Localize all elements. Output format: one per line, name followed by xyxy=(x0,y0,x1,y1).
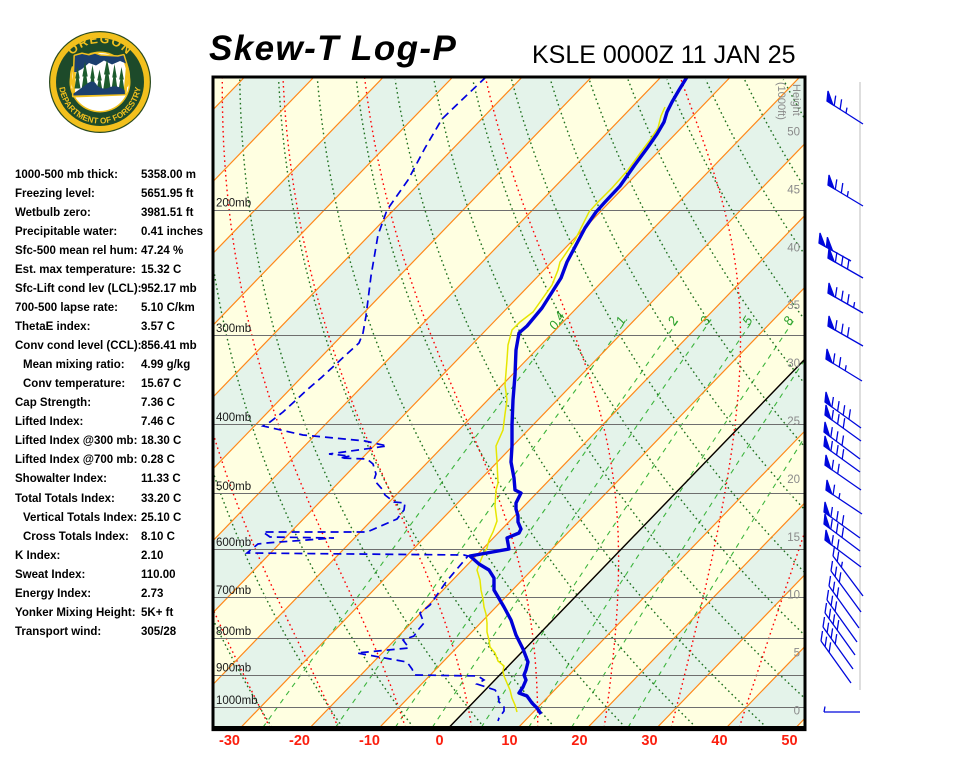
svg-text:40: 40 xyxy=(711,733,727,749)
svg-text:700mb: 700mb xyxy=(216,585,251,597)
svg-text:45: 45 xyxy=(787,184,800,196)
svg-text:10: 10 xyxy=(501,733,517,749)
svg-text:20: 20 xyxy=(787,474,800,486)
svg-text:0: 0 xyxy=(435,733,443,749)
svg-text:25: 25 xyxy=(787,416,800,428)
svg-text:500mb: 500mb xyxy=(216,481,251,493)
svg-text:-30: -30 xyxy=(219,733,240,749)
svg-text:35: 35 xyxy=(787,300,800,312)
svg-text:900mb: 900mb xyxy=(216,663,251,675)
svg-text:-10: -10 xyxy=(359,733,380,749)
svg-text:30: 30 xyxy=(641,733,657,749)
svg-text:Height: Height xyxy=(790,84,802,116)
svg-text:1000mb: 1000mb xyxy=(216,695,258,707)
svg-text:200mb: 200mb xyxy=(216,198,251,210)
svg-text:50: 50 xyxy=(781,733,797,749)
svg-text:50: 50 xyxy=(787,127,800,139)
svg-text:30: 30 xyxy=(787,358,800,370)
svg-text:10: 10 xyxy=(787,590,800,602)
svg-text:20: 20 xyxy=(571,733,587,749)
svg-text:300mb: 300mb xyxy=(216,323,251,335)
svg-text:400mb: 400mb xyxy=(216,412,251,424)
svg-text:600mb: 600mb xyxy=(216,537,251,549)
svg-text:800mb: 800mb xyxy=(216,626,251,638)
svg-text:5: 5 xyxy=(794,648,800,660)
svg-text:0: 0 xyxy=(794,706,800,718)
svg-text:15: 15 xyxy=(787,532,800,544)
svg-text:-20: -20 xyxy=(289,733,310,749)
svg-text:(1000ft): (1000ft) xyxy=(775,82,787,120)
svg-text:40: 40 xyxy=(787,242,800,254)
